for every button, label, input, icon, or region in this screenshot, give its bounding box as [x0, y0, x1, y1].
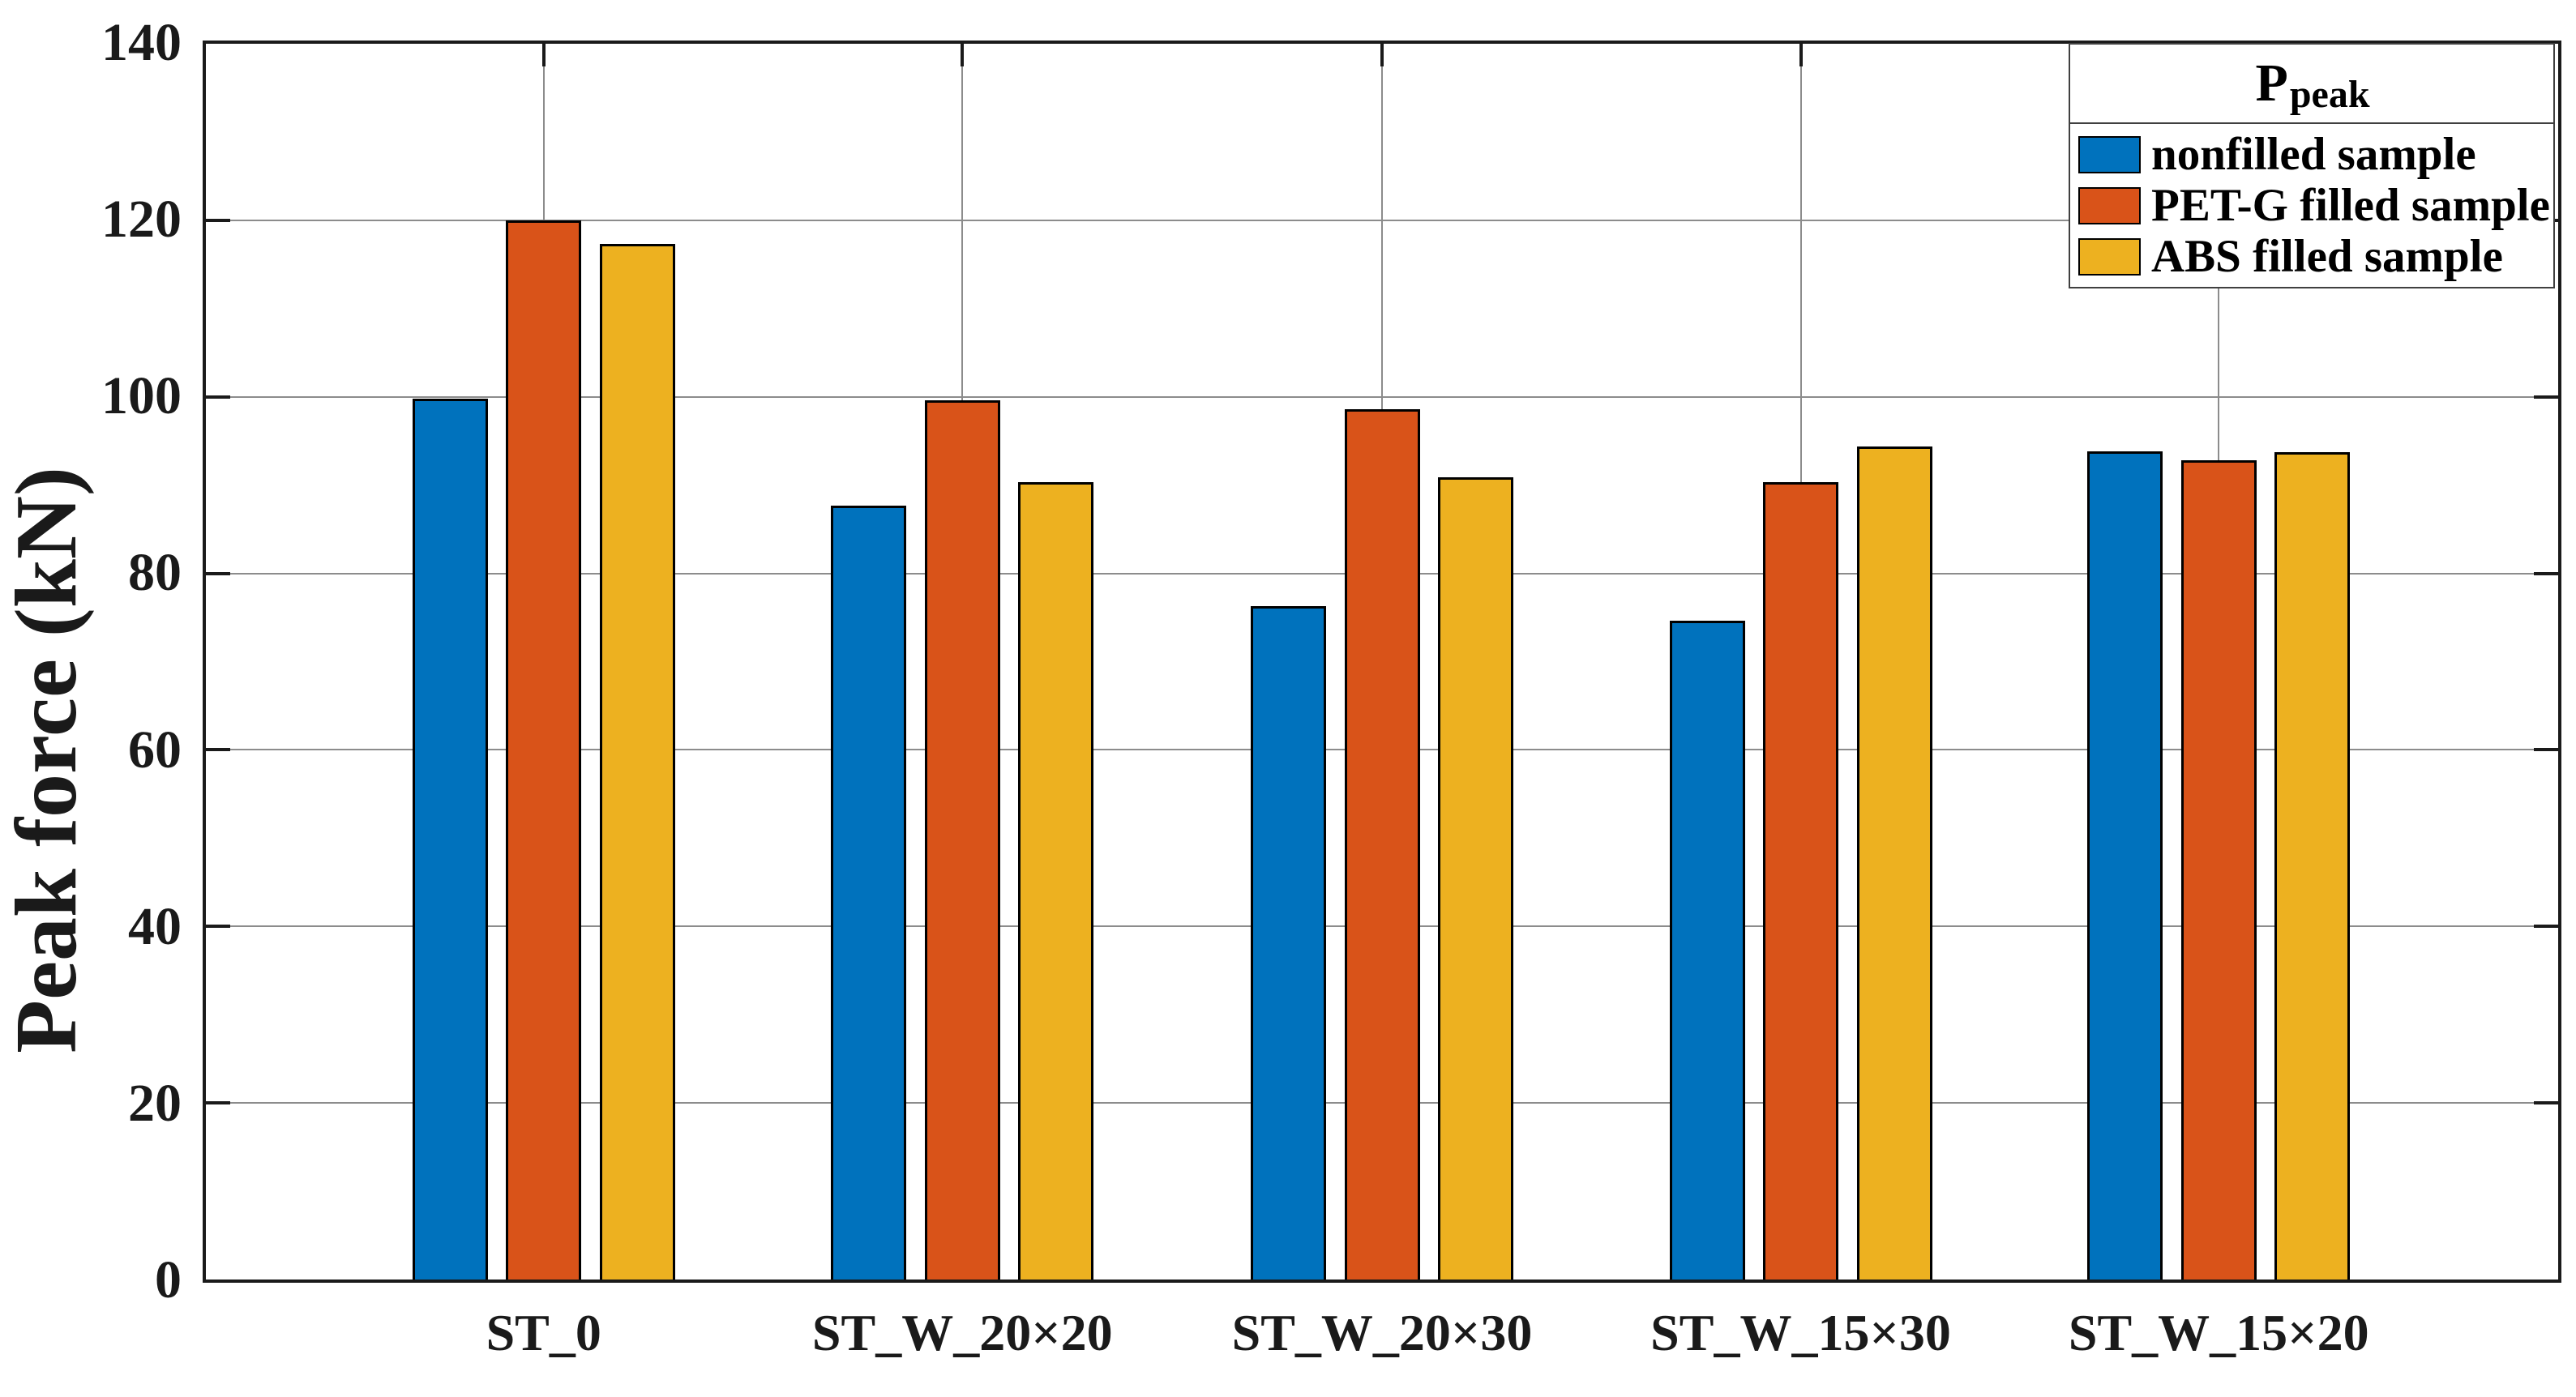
legend-rows: nonfilled sample PET-G filled sample ABS…	[2070, 124, 2553, 287]
y-tick-mark	[206, 571, 230, 575]
bar-nonfilled-sample-2	[831, 505, 907, 1280]
y-tick-label: 100	[101, 366, 182, 426]
legend-label: ABS filled sample	[2151, 231, 2503, 282]
legend-swatch-orange	[2078, 186, 2141, 224]
x-category-label: ST_W_15×30	[1650, 1304, 1951, 1361]
bar-abs-filled-sample-4	[1856, 446, 1932, 1280]
y-tick-label: 20	[128, 1073, 182, 1133]
bar-abs-filled-sample-2	[1018, 482, 1094, 1280]
x-category-label: ST_W_20×20	[811, 1304, 1113, 1361]
bar-pet-g-filled-sample-4	[1763, 482, 1839, 1280]
x-tick-mark	[961, 44, 965, 66]
y-tick-label: 40	[128, 896, 182, 956]
x-category-label: ST_W_15×20	[2068, 1304, 2369, 1361]
y-tick-mark	[2534, 395, 2558, 399]
y-tick-mark	[2534, 1101, 2558, 1105]
y-tick-label: 140	[101, 13, 182, 72]
x-category-label: ST_0	[486, 1304, 601, 1361]
legend-swatch-yellow	[2078, 237, 2141, 276]
y-tick-mark	[206, 748, 230, 752]
x-category-label: ST_W_20×30	[1231, 1304, 1533, 1361]
x-tick-mark	[541, 44, 546, 66]
y-tick-mark	[2534, 748, 2558, 752]
y-tick-mark	[206, 218, 230, 222]
y-tick-label: 60	[128, 720, 182, 780]
legend-label: nonfilled sample	[2151, 129, 2476, 180]
bar-nonfilled-sample-1	[412, 398, 488, 1280]
bar-pet-g-filled-sample-3	[1344, 408, 1420, 1280]
y-tick-mark	[2534, 571, 2558, 575]
x-tick-mark	[1799, 44, 1803, 66]
bar-nonfilled-sample-4	[1669, 621, 1745, 1280]
bar-nonfilled-sample-3	[1251, 605, 1326, 1280]
bar-abs-filled-sample-3	[1438, 476, 1513, 1280]
legend-row: ABS filled sample	[2070, 233, 2553, 280]
legend-label: PET-G filled sample	[2151, 180, 2550, 231]
bar-pet-g-filled-sample-1	[506, 220, 582, 1280]
y-tick-labels: 0 20 40 60 80 100 120 140	[0, 15, 182, 1309]
plot-grid-and-bars	[206, 44, 2558, 1280]
x-tick-mark	[1380, 44, 1384, 66]
y-tick-mark	[2534, 925, 2558, 929]
bar-abs-filled-sample-5	[2274, 452, 2351, 1280]
y-tick-mark	[206, 395, 230, 399]
bar-nonfilled-sample-5	[2087, 451, 2163, 1280]
bar-pet-g-filled-sample-5	[2180, 460, 2257, 1280]
legend-row: PET-G filled sample	[2070, 182, 2553, 229]
legend-swatch-blue	[2078, 135, 2141, 173]
legend-row: nonfilled sample	[2070, 131, 2553, 177]
y-tick-mark	[206, 1101, 230, 1105]
bar-pet-g-filled-sample-2	[924, 400, 1000, 1280]
bar-abs-filled-sample-1	[599, 244, 675, 1280]
legend-title-main: P	[2255, 53, 2288, 113]
y-tick-label: 0	[155, 1250, 182, 1309]
y-tick-label: 120	[101, 190, 182, 250]
y-tick-mark	[206, 925, 230, 929]
y-tick-label: 80	[128, 543, 182, 603]
